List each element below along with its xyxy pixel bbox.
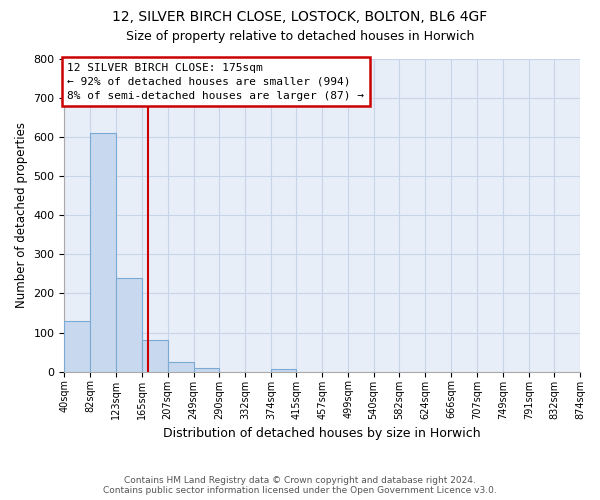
Y-axis label: Number of detached properties: Number of detached properties <box>15 122 28 308</box>
Bar <box>167 362 194 372</box>
Bar <box>142 340 167 372</box>
Bar <box>64 321 91 372</box>
Bar <box>194 368 219 372</box>
Bar <box>91 134 116 372</box>
X-axis label: Distribution of detached houses by size in Horwich: Distribution of detached houses by size … <box>163 427 481 440</box>
Text: Contains HM Land Registry data © Crown copyright and database right 2024.
Contai: Contains HM Land Registry data © Crown c… <box>103 476 497 495</box>
Text: 12 SILVER BIRCH CLOSE: 175sqm
← 92% of detached houses are smaller (994)
8% of s: 12 SILVER BIRCH CLOSE: 175sqm ← 92% of d… <box>67 63 364 101</box>
Text: 12, SILVER BIRCH CLOSE, LOSTOCK, BOLTON, BL6 4GF: 12, SILVER BIRCH CLOSE, LOSTOCK, BOLTON,… <box>112 10 488 24</box>
Text: Size of property relative to detached houses in Horwich: Size of property relative to detached ho… <box>126 30 474 43</box>
Bar <box>271 368 296 372</box>
Bar <box>116 278 142 372</box>
